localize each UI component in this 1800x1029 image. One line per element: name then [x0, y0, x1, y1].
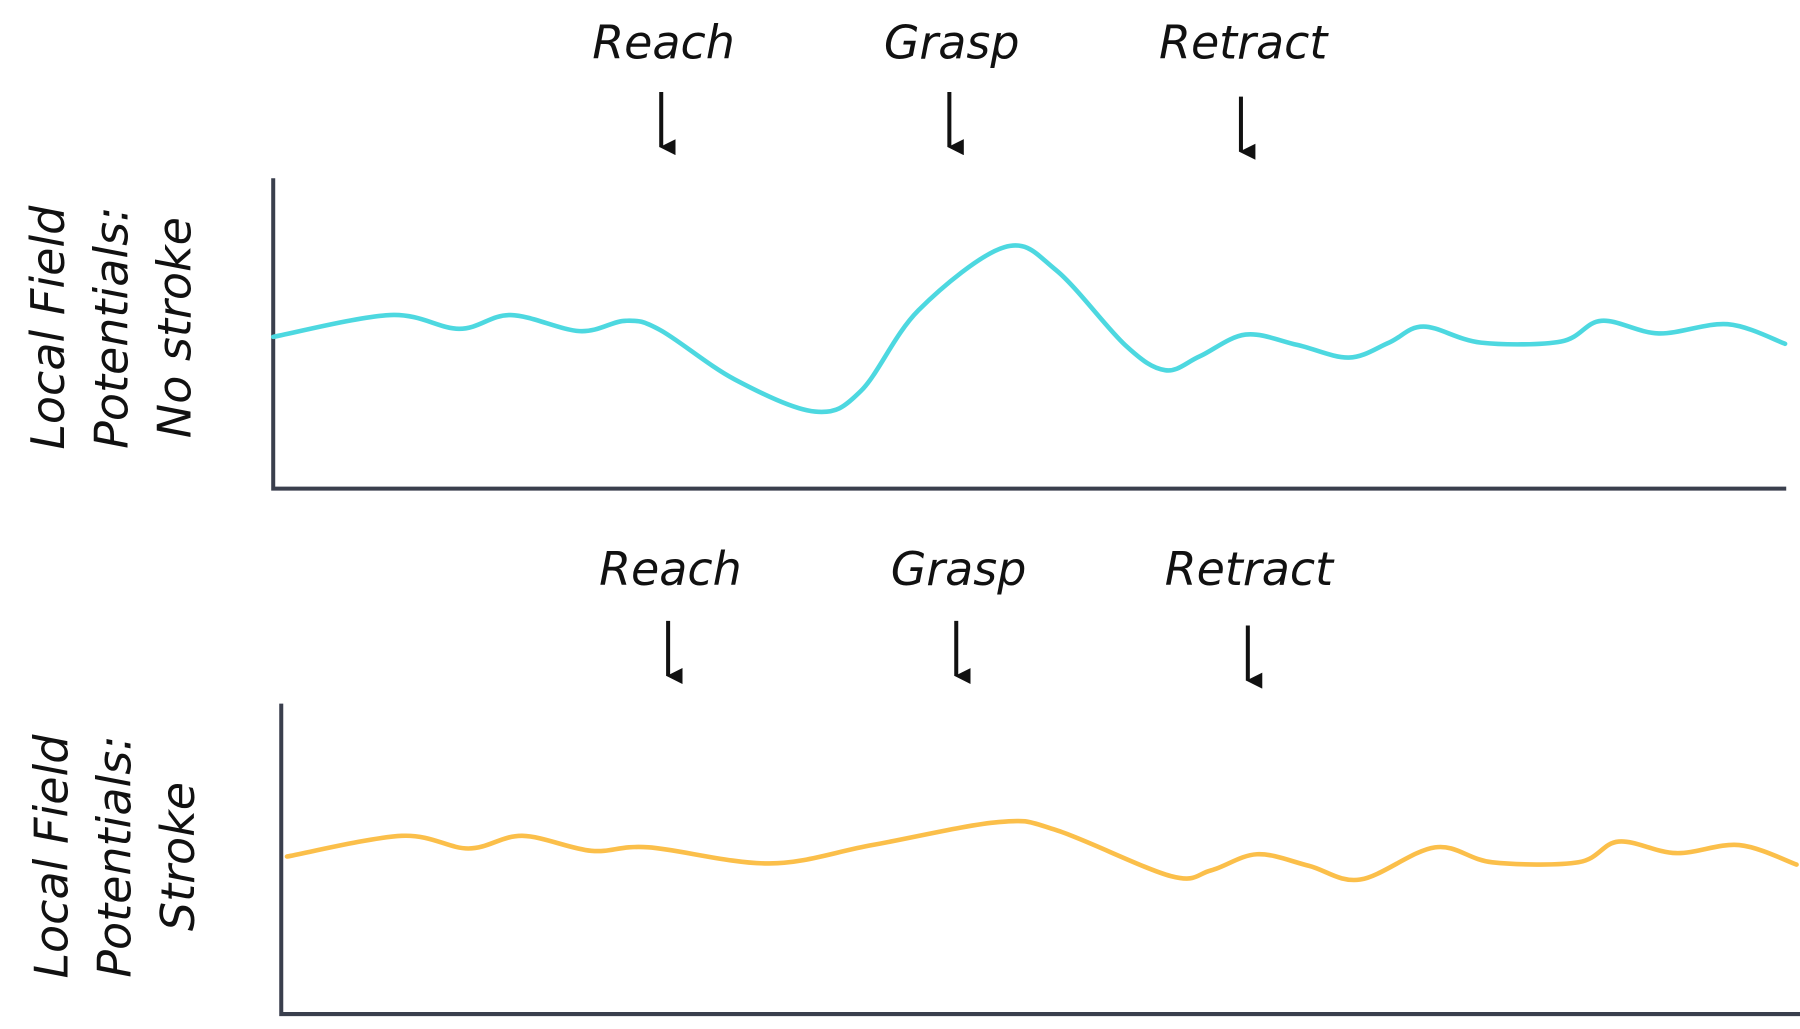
- event-label: Retract: [1165, 542, 1335, 596]
- event-label: Grasp: [884, 15, 1020, 69]
- y-label-line: No stroke: [147, 217, 201, 438]
- panel-bottom: Local Field Potentials: Stroke Reach Gra…: [25, 542, 1800, 1017]
- y-label-line: Potentials:: [88, 735, 142, 977]
- panel-top: Local Field Potentials: No stroke Reach …: [21, 15, 1788, 491]
- event-label: Reach: [599, 542, 742, 596]
- event-label: Grasp: [891, 542, 1027, 596]
- y-label: Local Field Potentials: No stroke: [21, 205, 201, 450]
- y-label-line: Potentials:: [84, 206, 138, 448]
- event-label: Retract: [1159, 15, 1329, 69]
- lfp-curve: [284, 818, 1799, 883]
- axis: [279, 703, 1800, 1017]
- event-label: Reach: [592, 15, 735, 69]
- lfp-curve: [270, 243, 1788, 415]
- y-label-line: Local Field: [21, 205, 75, 450]
- y-label: Local Field Potentials: Stroke: [25, 734, 205, 979]
- y-label-line: Stroke: [151, 782, 205, 931]
- axis: [271, 178, 1787, 491]
- y-label-line: Local Field: [25, 734, 79, 979]
